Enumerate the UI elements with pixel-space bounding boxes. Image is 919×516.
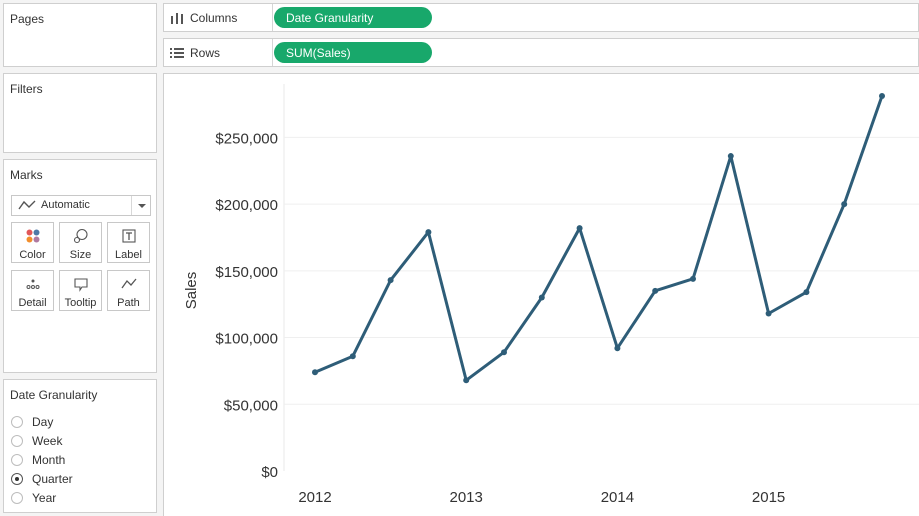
chevron-down-icon[interactable] — [131, 196, 150, 215]
y-tick-label: $50,000 — [224, 397, 278, 414]
label-button-label: Label — [115, 249, 142, 261]
data-point — [803, 289, 810, 296]
data-point — [727, 153, 734, 160]
detail-button[interactable]: Detail — [11, 270, 54, 311]
y-axis-title: Sales — [183, 272, 200, 310]
data-point — [652, 287, 659, 294]
data-point — [765, 310, 772, 317]
rows-icon — [170, 48, 184, 58]
mark-type-dropdown[interactable]: Automatic — [11, 195, 151, 216]
radio-button[interactable] — [11, 454, 23, 466]
x-tick-label: 2015 — [752, 489, 785, 506]
pages-card: Pages — [3, 3, 157, 67]
data-point — [841, 201, 848, 208]
line-chart[interactable]: $0 $50,000 $100,000 $150,000 $200,000 $250,00… — [164, 74, 919, 516]
x-tick-label: 2014 — [601, 489, 634, 506]
size-icon — [73, 228, 88, 244]
rows-shelf[interactable]: Rows SUM(Sales) — [163, 38, 919, 67]
columns-shelf[interactable]: Columns Date Granularity — [163, 3, 919, 32]
marks-card: Marks Automatic Color Size — [3, 159, 157, 373]
granularity-option-label: Month — [32, 453, 66, 467]
marks-title: Marks — [10, 168, 43, 182]
y-tick-label: $250,000 — [215, 130, 278, 147]
radio-button-selected[interactable] — [11, 473, 23, 485]
color-button-label: Color — [19, 249, 46, 261]
data-point — [576, 225, 583, 232]
pages-title: Pages — [10, 12, 45, 26]
columns-icon — [171, 13, 183, 24]
date-granularity-card: Date Granularity Day Week Month Quarter … — [3, 379, 157, 513]
label-icon — [121, 229, 136, 243]
x-tick-label: 2012 — [298, 489, 331, 506]
granularity-option-label: Year — [32, 491, 57, 505]
sum-sales-pill[interactable]: SUM(Sales) — [274, 42, 432, 63]
color-button[interactable]: Color — [11, 222, 54, 263]
radio-button[interactable] — [11, 492, 23, 504]
data-point — [349, 353, 356, 360]
color-icon — [26, 229, 39, 243]
tooltip-button[interactable]: Tooltip — [59, 270, 102, 311]
sales-line — [314, 95, 884, 382]
data-point — [425, 229, 432, 236]
data-point — [690, 275, 696, 282]
radio-button[interactable] — [11, 435, 23, 447]
data-point — [463, 377, 470, 384]
radio-button[interactable] — [11, 416, 23, 428]
size-button[interactable]: Size — [59, 222, 102, 263]
detail-icon — [26, 279, 39, 289]
date-granularity-pill[interactable]: Date Granularity — [274, 7, 432, 28]
label-button[interactable]: Label — [107, 222, 150, 263]
y-tick-label: $150,000 — [215, 264, 278, 281]
view-area[interactable]: $0 $50,000 $100,000 $150,000 $200,000 $250,00… — [163, 73, 919, 516]
rows-label: Rows — [190, 46, 221, 60]
pill-label: Date Granularity — [286, 11, 374, 25]
columns-label: Columns — [190, 11, 238, 25]
granularity-option-label: Day — [32, 415, 54, 429]
path-button[interactable]: Path — [107, 270, 150, 311]
granularity-option-label: Quarter — [32, 472, 73, 486]
data-point — [879, 93, 885, 100]
date-granularity-title: Date Granularity — [10, 388, 98, 402]
granularity-option-label: Week — [32, 434, 63, 448]
path-button-label: Path — [117, 297, 140, 309]
y-tick-label: $100,000 — [215, 331, 278, 348]
data-point — [312, 369, 318, 376]
pill-label: SUM(Sales) — [286, 46, 351, 60]
data-point — [614, 345, 621, 352]
detail-button-label: Detail — [18, 297, 47, 309]
x-tick-label: 2013 — [450, 489, 483, 506]
shelf-divider — [272, 4, 273, 31]
tooltip-button-label: Tooltip — [64, 297, 97, 309]
y-tick-label: $200,000 — [215, 197, 278, 214]
data-point — [501, 349, 507, 356]
path-icon — [120, 278, 136, 289]
line-chart-icon — [18, 200, 36, 210]
shelf-divider — [272, 39, 273, 66]
filters-card: Filters — [3, 73, 157, 153]
data-point — [538, 294, 545, 301]
filters-title: Filters — [10, 82, 43, 96]
mark-type-label: Automatic — [41, 199, 90, 211]
y-tick-label: $0 — [261, 464, 278, 481]
tooltip-icon — [73, 278, 88, 292]
size-button-label: Size — [69, 249, 92, 261]
data-point — [387, 277, 394, 284]
